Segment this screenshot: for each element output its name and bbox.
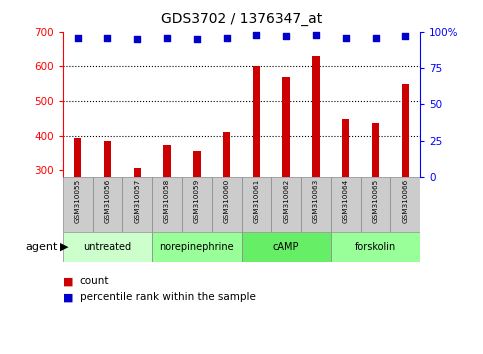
- Bar: [401, 84, 409, 177]
- Point: [253, 32, 260, 38]
- FancyBboxPatch shape: [242, 232, 331, 262]
- Bar: [223, 132, 230, 177]
- Point: [223, 35, 230, 40]
- Bar: [342, 119, 350, 177]
- Text: count: count: [80, 276, 109, 286]
- Text: forskolin: forskolin: [355, 242, 396, 252]
- Text: percentile rank within the sample: percentile rank within the sample: [80, 292, 256, 302]
- Point: [342, 35, 350, 40]
- Bar: [193, 152, 200, 177]
- Bar: [372, 123, 379, 177]
- Point: [104, 35, 112, 40]
- Text: untreated: untreated: [84, 242, 131, 252]
- Text: agent: agent: [26, 242, 58, 252]
- Text: GSM310063: GSM310063: [313, 179, 319, 223]
- Bar: [283, 78, 290, 177]
- Text: norepinephrine: norepinephrine: [159, 242, 234, 252]
- FancyBboxPatch shape: [93, 177, 122, 232]
- FancyBboxPatch shape: [122, 177, 152, 232]
- Point: [163, 35, 171, 40]
- Text: GSM310062: GSM310062: [283, 179, 289, 223]
- Point: [372, 35, 380, 40]
- Point: [74, 35, 82, 40]
- Point: [133, 36, 141, 42]
- Text: ■: ■: [63, 292, 73, 302]
- FancyBboxPatch shape: [63, 177, 93, 232]
- Bar: [133, 168, 141, 177]
- Text: GSM310066: GSM310066: [402, 179, 408, 223]
- FancyBboxPatch shape: [212, 177, 242, 232]
- FancyBboxPatch shape: [301, 177, 331, 232]
- Text: ■: ■: [63, 276, 73, 286]
- FancyBboxPatch shape: [63, 232, 152, 262]
- Point: [193, 36, 201, 42]
- Bar: [253, 66, 260, 177]
- Text: GSM310060: GSM310060: [224, 179, 229, 223]
- Bar: [104, 141, 111, 177]
- Text: GSM310061: GSM310061: [254, 179, 259, 223]
- Text: ▶: ▶: [60, 242, 69, 252]
- Text: GSM310057: GSM310057: [134, 179, 140, 223]
- FancyBboxPatch shape: [331, 232, 420, 262]
- Bar: [312, 56, 320, 177]
- Bar: [163, 145, 171, 177]
- FancyBboxPatch shape: [242, 177, 271, 232]
- Point: [401, 33, 409, 39]
- Text: GSM310059: GSM310059: [194, 179, 200, 223]
- Text: GDS3702 / 1376347_at: GDS3702 / 1376347_at: [161, 12, 322, 27]
- Bar: [74, 138, 82, 177]
- FancyBboxPatch shape: [361, 177, 390, 232]
- Text: GSM310055: GSM310055: [75, 179, 81, 223]
- FancyBboxPatch shape: [182, 177, 212, 232]
- FancyBboxPatch shape: [390, 177, 420, 232]
- Text: GSM310058: GSM310058: [164, 179, 170, 223]
- Text: GSM310064: GSM310064: [343, 179, 349, 223]
- Text: GSM310056: GSM310056: [104, 179, 111, 223]
- FancyBboxPatch shape: [152, 177, 182, 232]
- Point: [282, 33, 290, 39]
- FancyBboxPatch shape: [331, 177, 361, 232]
- FancyBboxPatch shape: [271, 177, 301, 232]
- FancyBboxPatch shape: [152, 232, 242, 262]
- Point: [312, 32, 320, 38]
- Text: GSM310065: GSM310065: [372, 179, 379, 223]
- Text: cAMP: cAMP: [273, 242, 299, 252]
